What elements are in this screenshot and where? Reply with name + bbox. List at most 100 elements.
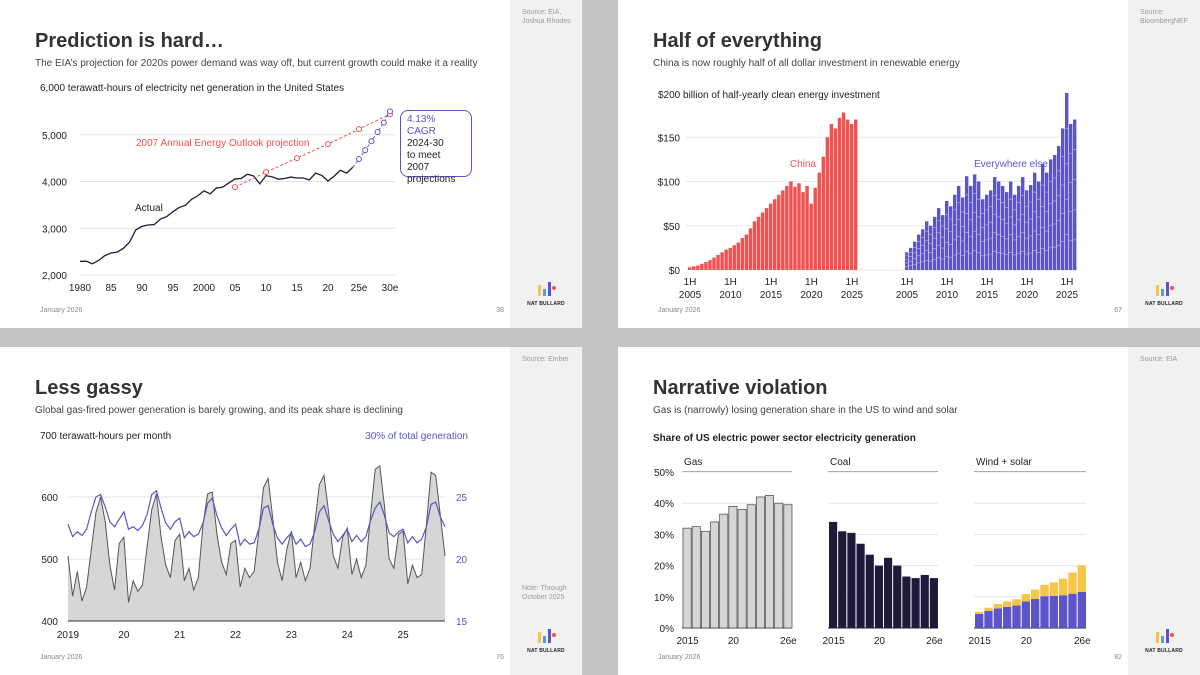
slide-half-of-everything: Half of everything China is now roughly … — [618, 0, 1200, 328]
everywhere-else-bar — [1053, 154, 1057, 270]
source-note: Source: EIA — [1140, 356, 1178, 363]
everywhere-else-label: Everywhere else — [974, 159, 1048, 170]
x-tick-label: 1H — [765, 277, 778, 288]
coal-bar — [856, 543, 865, 628]
china-bar — [752, 221, 757, 270]
china-bar — [817, 172, 821, 270]
x-tick-label: 2015 — [976, 290, 999, 301]
x-tick-label: 26e — [1074, 636, 1091, 647]
projection-point — [263, 169, 269, 176]
everywhere-else-bar — [1045, 172, 1049, 270]
panel-title: Coal — [830, 457, 851, 468]
gas-generation-chart: 700 terawatt-hours per month 30% of total… — [40, 431, 468, 641]
solar-bar — [975, 611, 984, 614]
logo-text: NAT BULLARD — [1145, 648, 1183, 654]
x-tick-label: 1H — [1061, 277, 1074, 288]
x-tick-label: 2005 — [896, 290, 919, 301]
projection-label: 2007 Annual Energy Outlook projection — [136, 138, 309, 149]
coal-bar — [829, 521, 838, 628]
solar-bar — [1003, 601, 1012, 607]
china-bar — [720, 252, 724, 270]
wind-bar — [1040, 596, 1049, 628]
source-note: Source: EIA, Joshua Rhodes — [522, 9, 571, 25]
everywhere-else-bar — [1069, 123, 1073, 270]
everywhere-else-bar — [905, 252, 909, 270]
left-axis-label: 700 terawatt-hours per month — [40, 431, 171, 442]
china-bar — [692, 266, 696, 270]
cagr-point — [362, 147, 369, 154]
everywhere-else-bar — [973, 174, 977, 270]
x-tick-label: 21 — [174, 630, 186, 641]
y-tick-label-right: 20 — [456, 555, 468, 566]
coal-bar — [847, 532, 856, 628]
logo-text: NAT BULLARD — [527, 648, 565, 654]
wind-bar — [984, 610, 993, 628]
everywhere-else-bar — [961, 197, 965, 270]
china-bar — [785, 185, 789, 270]
china-bar — [789, 181, 793, 270]
x-tick-label: 90 — [136, 283, 148, 294]
solar-bar — [1031, 589, 1040, 599]
x-tick-label: 1H — [901, 277, 914, 288]
china-bar — [805, 185, 809, 270]
gas-bar — [700, 530, 710, 629]
y-tick-label: 3,000 — [42, 224, 67, 235]
x-tick-label: 2010 — [936, 290, 959, 301]
china-bar — [853, 119, 858, 270]
everywhere-else-bar — [913, 241, 917, 270]
everywhere-else-bar — [1009, 181, 1013, 270]
everywhere-else-bar — [949, 206, 953, 270]
everywhere-else-bar — [1001, 185, 1005, 270]
generation-outline — [67, 465, 446, 603]
x-tick-label: 20 — [874, 636, 886, 647]
gas-bar — [774, 502, 784, 629]
x-tick-label: 1H — [805, 277, 818, 288]
everywhere-else-bar — [941, 215, 945, 270]
cagr-callout: 4.13% CAGR 2024-30 to meet 2007 projecti… — [400, 110, 472, 185]
source-note: Source: BloombergNEF — [1140, 9, 1188, 25]
everywhere-else-bar — [929, 225, 933, 270]
solar-bar — [1068, 572, 1077, 594]
coal-bar — [893, 565, 902, 628]
x-tick-label: 2019 — [57, 630, 80, 641]
slide-subtitle: Global gas-fired power generation is bar… — [35, 405, 403, 416]
slide-date: January 2026 — [40, 307, 83, 314]
x-tick-label: 26e — [926, 636, 943, 647]
china-bar — [813, 187, 817, 270]
everywhere-else-bar — [997, 181, 1001, 270]
china-bar — [841, 112, 846, 270]
everywhere-else-bar — [1073, 119, 1077, 270]
china-bar — [773, 199, 777, 270]
china-bar — [793, 186, 797, 270]
china-bar — [821, 156, 826, 270]
cagr-period: 2024-30 — [407, 138, 444, 149]
china-bar — [744, 234, 749, 270]
page-number: 38 — [496, 307, 504, 314]
china-bar — [704, 262, 708, 270]
wind-bar — [1021, 601, 1030, 628]
x-tick-label: 15 — [291, 283, 303, 294]
everywhere-else-bar — [1017, 185, 1021, 270]
x-tick-label: 26e — [780, 636, 797, 647]
electricity-generation-chart: 6,000 terawatt-hours of electricity net … — [40, 83, 399, 294]
gas-bar — [728, 505, 738, 629]
x-tick-label: 20 — [1021, 636, 1033, 647]
x-tick-label: 30e — [382, 283, 399, 294]
coal-bar — [874, 565, 883, 628]
actual-label: Actual — [135, 203, 163, 214]
x-tick-label: 23 — [286, 630, 298, 641]
slide-subtitle: The EIA’s projection for 2020s power dem… — [35, 58, 478, 69]
china-bar — [728, 247, 732, 270]
y-tick-label-left: 500 — [41, 555, 58, 566]
x-tick-label: 1H — [724, 277, 737, 288]
slide-narrative-violation: Narrative violation Gas is (narrowly) lo… — [618, 347, 1200, 675]
everywhere-else-bar — [933, 216, 937, 270]
x-tick-label: 2015 — [822, 636, 845, 647]
logo-text: NAT BULLARD — [527, 301, 565, 307]
cagr-point — [380, 119, 387, 126]
y-tick-label-right: 15 — [456, 617, 468, 628]
china-bar — [764, 208, 769, 270]
brand-logo: NAT BULLARD — [510, 280, 582, 307]
solar-bar — [1021, 593, 1030, 602]
x-tick-label: 1H — [981, 277, 994, 288]
